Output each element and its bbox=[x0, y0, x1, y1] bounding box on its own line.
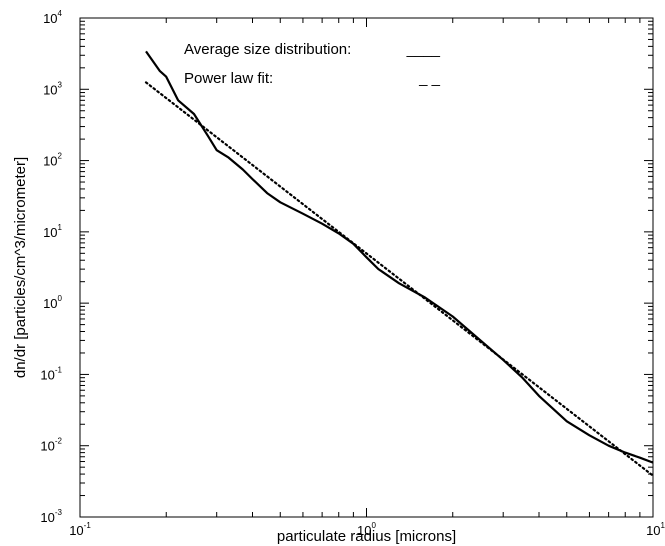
legend: Average size distribution: ____ Power law … bbox=[184, 41, 441, 87]
series-layer bbox=[144, 50, 655, 477]
y-tick-label: 103 bbox=[43, 80, 62, 97]
y-tick-label: 100 bbox=[43, 294, 62, 311]
x-axis-label: particulate radius [microns] bbox=[277, 528, 456, 545]
series-line-2 bbox=[144, 81, 655, 477]
y-tick-label: 104 bbox=[43, 9, 62, 26]
x-axis: 10-1 100 101 bbox=[69, 18, 665, 538]
legend-symbol-1: ____ bbox=[406, 41, 441, 58]
legend-entry-2: Power law fit: bbox=[184, 70, 273, 87]
y-tick-label: 10-3 bbox=[40, 508, 62, 525]
y-tick-label: 102 bbox=[43, 152, 62, 169]
x-tick-label: 10-1 bbox=[69, 521, 91, 538]
plot-frame bbox=[79, 17, 654, 518]
x-tick-label: 101 bbox=[646, 521, 665, 538]
y-axis-label: dn/dr [particles/cm^3/micrometer] bbox=[12, 157, 29, 378]
y-tick-label: 101 bbox=[43, 223, 62, 240]
legend-entry-1: Average size distribution: bbox=[184, 41, 351, 58]
plot-area bbox=[79, 17, 654, 518]
y-axis: 10-3 10-2 10-1 100 101 102 103 104 bbox=[40, 9, 653, 525]
y-tick-label: 10-2 bbox=[40, 437, 62, 454]
series-line-1 bbox=[145, 50, 654, 464]
legend-symbol-2: _ _ bbox=[418, 70, 441, 87]
y-tick-label: 10-1 bbox=[40, 365, 62, 382]
